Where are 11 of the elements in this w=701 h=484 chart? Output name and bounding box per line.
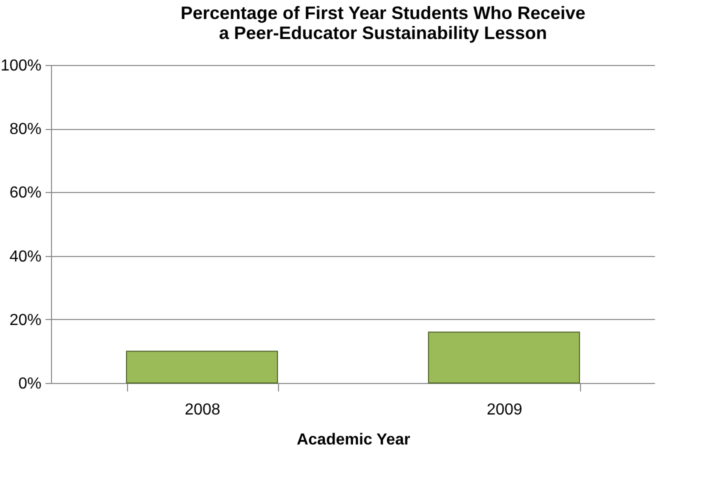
x-axis-title: Academic Year (296, 432, 410, 448)
y-tick-label: 80% (9, 121, 42, 138)
y-tick-label: 40% (9, 248, 42, 266)
x-tick-label: 2008 (184, 402, 220, 418)
text: a Peer-Educator Sustainability Lesson (218, 23, 548, 43)
y-tick-label: 20% (9, 312, 42, 329)
y-tick-label: 60% (9, 184, 42, 202)
y-tick-label: 100% (0, 58, 42, 74)
y-tick-label: 0% (18, 376, 42, 392)
text: Percentage of First Year Students Who Receive (180, 3, 586, 23)
x-tick-label: 2009 (486, 402, 522, 418)
